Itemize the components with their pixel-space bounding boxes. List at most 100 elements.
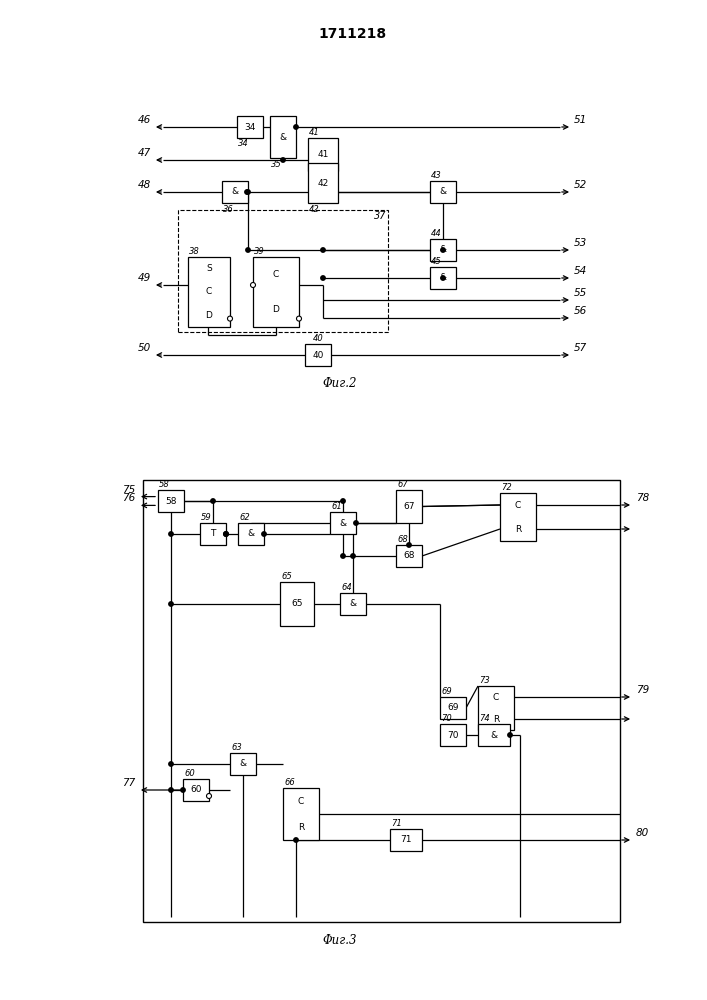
Text: 59: 59	[201, 513, 212, 522]
Text: 39: 39	[254, 247, 264, 256]
Text: 54: 54	[574, 266, 588, 276]
Text: R: R	[515, 524, 521, 534]
Circle shape	[228, 316, 233, 321]
Text: 58: 58	[165, 496, 177, 506]
Text: T: T	[210, 530, 216, 538]
Bar	[330, 512, 356, 534]
Circle shape	[294, 125, 298, 129]
Text: 70: 70	[448, 730, 459, 740]
Text: &: &	[349, 599, 356, 608]
Bar	[270, 116, 296, 158]
Circle shape	[246, 248, 250, 252]
Text: R: R	[493, 714, 499, 724]
Bar	[158, 490, 184, 512]
Bar	[440, 724, 466, 746]
Text: 44: 44	[431, 229, 442, 238]
Text: 51: 51	[574, 115, 588, 125]
Text: &: &	[440, 273, 447, 282]
Bar	[430, 239, 456, 261]
Text: 61: 61	[331, 502, 341, 511]
Circle shape	[508, 733, 512, 737]
Text: 73: 73	[479, 676, 490, 685]
Text: 72: 72	[501, 483, 512, 492]
Text: 68: 68	[403, 552, 415, 560]
Text: &: &	[440, 188, 447, 196]
Circle shape	[296, 316, 301, 321]
Text: 48: 48	[138, 180, 151, 190]
Text: 67: 67	[403, 502, 415, 511]
Text: C: C	[298, 796, 304, 806]
Text: 71: 71	[400, 836, 411, 844]
Text: 58: 58	[159, 480, 170, 489]
Bar	[340, 593, 366, 615]
Bar	[396, 490, 422, 523]
Text: &: &	[231, 188, 238, 196]
Bar	[253, 257, 299, 327]
Bar	[308, 138, 338, 171]
Text: 67: 67	[397, 480, 408, 489]
Bar	[440, 697, 466, 719]
Circle shape	[351, 554, 355, 558]
Circle shape	[206, 794, 211, 798]
Bar	[178, 210, 388, 332]
Text: 69: 69	[448, 704, 459, 712]
Text: 64: 64	[341, 583, 352, 592]
Text: 40: 40	[312, 351, 324, 360]
Circle shape	[341, 499, 345, 503]
Circle shape	[321, 276, 325, 280]
Text: 46: 46	[138, 115, 151, 125]
Text: 77: 77	[122, 778, 135, 788]
Circle shape	[169, 532, 173, 536]
Text: D: D	[273, 305, 279, 314]
Text: 42: 42	[317, 179, 329, 188]
Circle shape	[321, 248, 325, 252]
Text: 63: 63	[231, 743, 242, 752]
Text: 71: 71	[391, 819, 402, 828]
Text: 53: 53	[574, 238, 588, 248]
Bar	[280, 582, 314, 626]
Text: 42: 42	[309, 205, 320, 214]
Text: 43: 43	[431, 171, 442, 180]
Text: &: &	[491, 730, 498, 740]
Circle shape	[245, 190, 249, 194]
Text: 40: 40	[312, 334, 323, 343]
Bar	[308, 163, 338, 203]
Bar	[396, 545, 422, 567]
Text: D: D	[206, 311, 212, 320]
Text: Φиг.3: Φиг.3	[323, 934, 357, 947]
Text: 60: 60	[184, 769, 194, 778]
Circle shape	[354, 521, 358, 525]
Text: 41: 41	[309, 128, 320, 137]
Text: 41: 41	[317, 150, 329, 159]
Text: 65: 65	[291, 599, 303, 608]
Text: 49: 49	[138, 273, 151, 283]
Circle shape	[341, 554, 345, 558]
Text: 62: 62	[239, 513, 250, 522]
Circle shape	[169, 762, 173, 766]
Text: 68: 68	[397, 535, 408, 544]
Text: S: S	[206, 264, 212, 273]
Text: 57: 57	[574, 343, 588, 353]
Text: C: C	[493, 692, 499, 702]
Bar	[237, 116, 263, 138]
Circle shape	[407, 543, 411, 547]
Bar	[305, 344, 331, 366]
Circle shape	[250, 282, 255, 288]
Text: 1711218: 1711218	[319, 27, 387, 41]
Circle shape	[169, 788, 173, 792]
Text: 66: 66	[284, 778, 295, 787]
Text: 69: 69	[441, 687, 452, 696]
Text: 35: 35	[271, 160, 282, 169]
Text: &: &	[440, 245, 447, 254]
Text: C: C	[206, 288, 212, 296]
Bar	[188, 257, 230, 327]
Bar	[500, 493, 536, 541]
Text: 34: 34	[238, 139, 249, 148]
Text: 65: 65	[281, 572, 292, 581]
Bar	[230, 753, 256, 775]
Text: 36: 36	[223, 205, 234, 214]
Text: 79: 79	[636, 685, 649, 695]
Text: 56: 56	[574, 306, 588, 316]
Text: 74: 74	[479, 714, 490, 723]
Text: &: &	[247, 530, 255, 538]
